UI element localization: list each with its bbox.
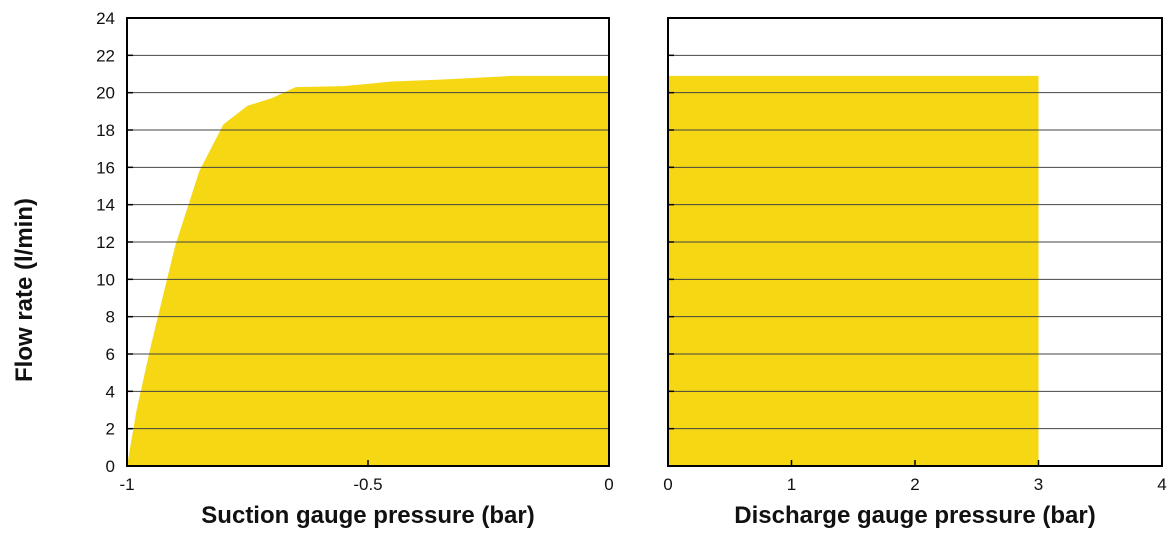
y-tick-label: 6 (106, 345, 115, 364)
y-tick-label: 4 (106, 382, 115, 401)
discharge-x-axis-label: Discharge gauge pressure (bar) (734, 502, 1096, 529)
discharge-flow-area (668, 75, 1039, 467)
y-tick-label: 18 (96, 121, 115, 140)
discharge-x-tick-label: 2 (910, 475, 919, 494)
suction-x-tick-label: -1 (119, 475, 134, 494)
y-tick-label: 10 (96, 270, 115, 289)
suction-x-tick-label: -0.5 (353, 475, 382, 494)
y-axis-label-container: Flow rate (l/min) (5, 180, 45, 400)
suction-x-axis-label: Suction gauge pressure (bar) (201, 502, 535, 529)
y-tick-label: 12 (96, 233, 115, 252)
discharge-x-tick-label: 3 (1034, 475, 1043, 494)
y-tick-label: 0 (106, 457, 115, 476)
y-tick-label: 20 (96, 84, 115, 103)
y-tick-label: 2 (106, 420, 115, 439)
discharge-x-tick-label: 0 (663, 475, 672, 494)
discharge-x-tick-label: 4 (1157, 475, 1166, 494)
y-tick-label: 24 (96, 9, 115, 28)
discharge-x-tick-label: 1 (787, 475, 796, 494)
suction-flow-area (127, 75, 609, 467)
suction-x-tick-label: 0 (604, 475, 613, 494)
y-tick-label: 22 (96, 46, 115, 65)
y-tick-label: 14 (96, 196, 115, 215)
discharge-panel: 0 1 2 3 4 (663, 17, 1167, 494)
y-tick-label: 16 (96, 158, 115, 177)
y-tick-label: 8 (106, 308, 115, 327)
y-axis-label: Flow rate (l/min) (11, 197, 38, 383)
